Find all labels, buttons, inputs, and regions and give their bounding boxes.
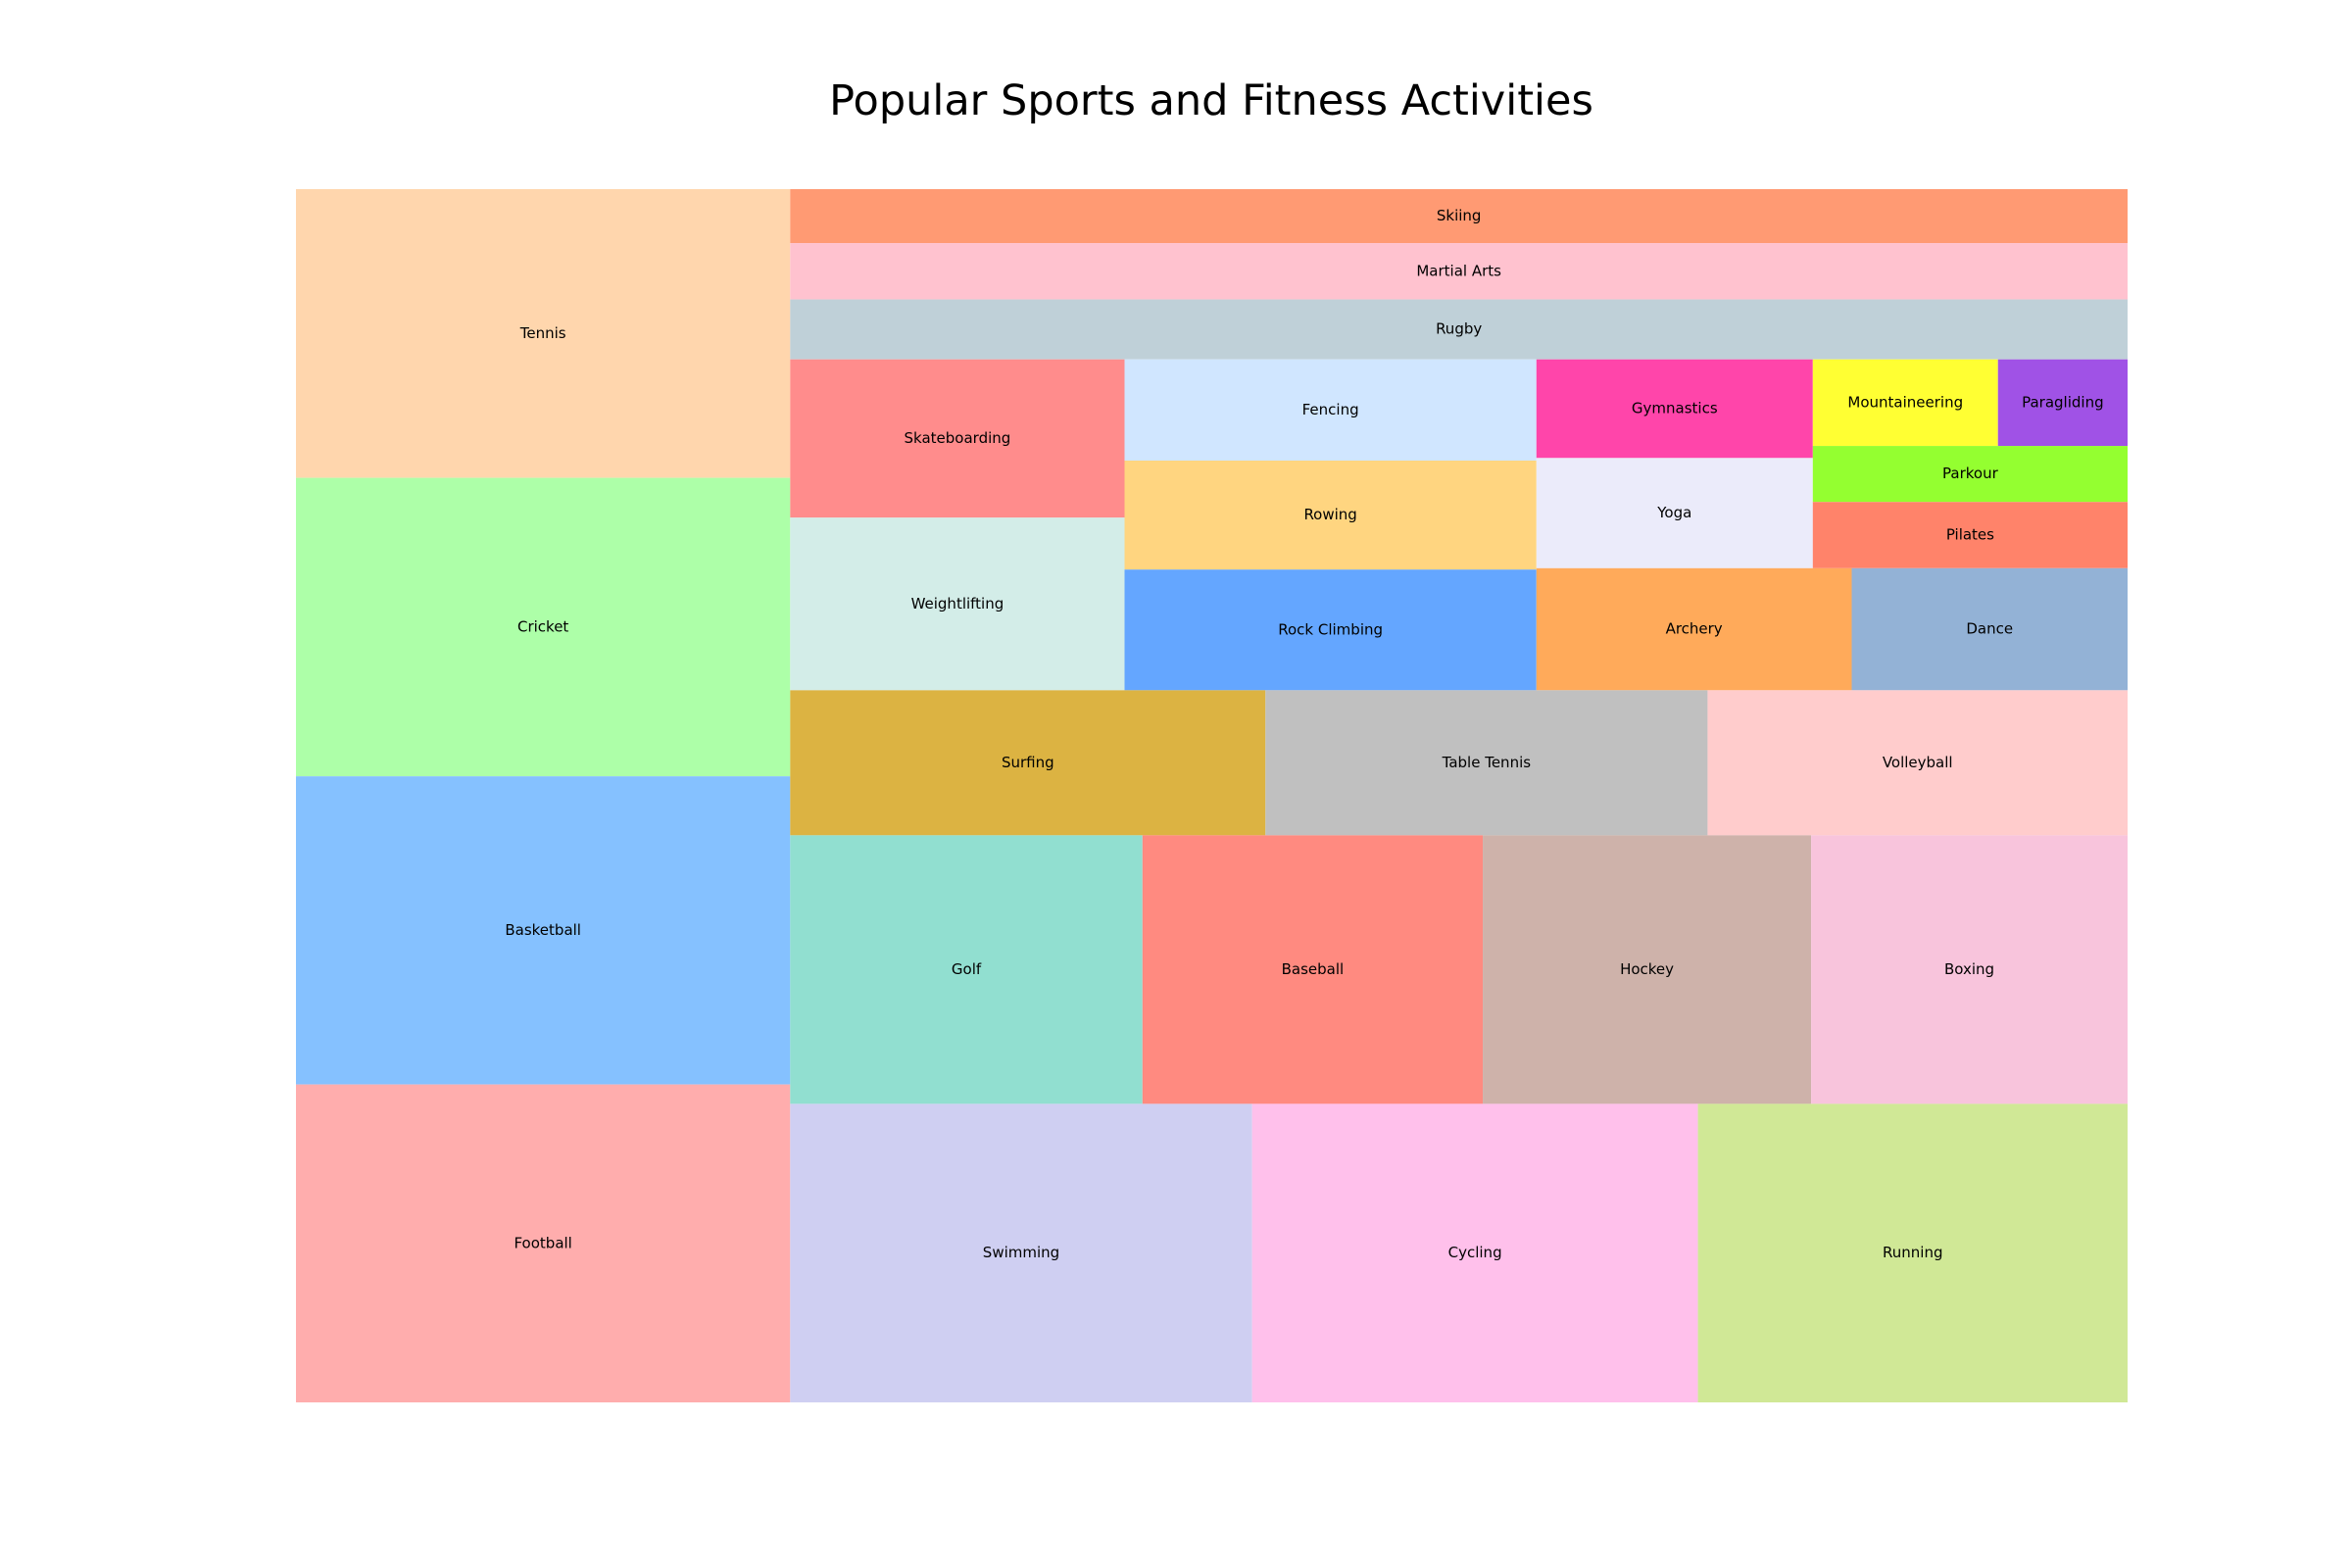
tile-rect (1812, 502, 2128, 568)
tile-volleyball: Volleyball (1707, 690, 2128, 836)
tile-archery: Archery (1536, 567, 1852, 691)
tile-label: Parkour (1942, 465, 1999, 482)
tile-parkour: Parkour (1812, 446, 2128, 503)
tile-rect (296, 776, 791, 1085)
tile-hockey: Hockey (1483, 835, 1812, 1104)
tile-label: Rock Climbing (1278, 620, 1383, 638)
tile-label: Hockey (1620, 960, 1674, 978)
tile-label: Paragliding (2022, 393, 2104, 411)
tile-fencing: Fencing (1124, 359, 1537, 461)
tile-skiing: Skiing (790, 189, 2128, 244)
tile-rect (1536, 458, 1813, 568)
tile-rect (1124, 460, 1537, 570)
tile-label: Volleyball (1883, 754, 1953, 771)
tile-rect (1851, 567, 2128, 691)
tile-football: Football (296, 1084, 791, 1402)
tile-label: Dance (1966, 620, 2013, 638)
tile-rect (790, 835, 1143, 1104)
tile-baseball: Baseball (1142, 835, 1484, 1104)
tile-rock-climbing: Rock Climbing (1124, 569, 1537, 691)
chart-title: Popular Sports and Fitness Activities (829, 76, 1593, 125)
tile-label: Surfing (1002, 754, 1054, 771)
tile-swimming: Swimming (790, 1103, 1252, 1402)
tile-label: Skiing (1437, 207, 1482, 224)
tile-cycling: Cycling (1251, 1103, 1698, 1402)
tile-boxing: Boxing (1811, 835, 2128, 1104)
tile-paragliding: Paragliding (1997, 359, 2128, 447)
tile-rect (1124, 569, 1537, 691)
tile-label: Running (1883, 1244, 1942, 1261)
tile-label: Archery (1666, 620, 1723, 638)
tile-rect (1812, 446, 2128, 503)
tile-rect (296, 189, 791, 478)
tile-rect (790, 189, 2128, 244)
tile-weightlifting: Weightlifting (790, 517, 1125, 691)
tile-rect (1483, 835, 1812, 1104)
tile-dance: Dance (1851, 567, 2128, 691)
tile-rect (790, 690, 1266, 836)
tile-label: Skateboarding (905, 429, 1011, 447)
tile-rect (1536, 567, 1852, 691)
tile-rect (790, 299, 2128, 360)
tile-label: Swimming (983, 1244, 1059, 1261)
tile-rect (1697, 1103, 2128, 1402)
tile-rect (790, 517, 1125, 691)
tile-mountaineering: Mountaineering (1812, 359, 1998, 447)
tile-rect (1707, 690, 2128, 836)
tile-rect (296, 477, 791, 777)
tile-label: Martial Arts (1416, 262, 1501, 279)
tile-label: Gymnastics (1632, 400, 1718, 417)
tile-rect (1265, 690, 1708, 836)
tile-label: Mountaineering (1847, 393, 1963, 411)
tile-label: Cycling (1448, 1244, 1502, 1261)
tile-label: Basketball (505, 921, 581, 939)
tile-gymnastics: Gymnastics (1536, 359, 1813, 459)
tile-rect (790, 1103, 1252, 1402)
tile-rect (1997, 359, 2128, 447)
tile-rect (1536, 359, 1813, 459)
tile-skateboarding: Skateboarding (790, 359, 1125, 518)
tile-label: Rugby (1436, 320, 1482, 338)
tile-running: Running (1697, 1103, 2128, 1402)
tile-basketball: Basketball (296, 776, 791, 1085)
tile-tennis: Tennis (296, 189, 791, 478)
tile-label: Yoga (1656, 504, 1691, 521)
tile-golf: Golf (790, 835, 1143, 1104)
tile-surfing: Surfing (790, 690, 1266, 836)
tile-label: Golf (952, 960, 982, 978)
tile-rowing: Rowing (1124, 460, 1537, 570)
tile-label: Tennis (519, 324, 566, 342)
tile-pilates: Pilates (1812, 502, 2128, 568)
tile-rugby: Rugby (790, 299, 2128, 360)
tile-label: Pilates (1946, 526, 1994, 544)
tile-rect (1811, 835, 2128, 1104)
tile-table-tennis: Table Tennis (1265, 690, 1708, 836)
tile-label: Cricket (517, 617, 568, 635)
tile-label: Football (514, 1234, 571, 1251)
tile-rect (1142, 835, 1484, 1104)
tile-rect (1812, 359, 1998, 447)
tile-label: Boxing (1944, 960, 1994, 978)
tile-label: Table Tennis (1442, 754, 1532, 771)
tile-rect (296, 1084, 791, 1402)
tile-label: Fencing (1302, 401, 1359, 418)
tile-yoga: Yoga (1536, 458, 1813, 568)
tile-cricket: Cricket (296, 477, 791, 777)
tile-rect (1124, 359, 1537, 461)
tile-martial-arts: Martial Arts (790, 243, 2128, 300)
tile-label: Rowing (1303, 506, 1356, 523)
tile-label: Weightlifting (911, 595, 1004, 612)
tile-rect (790, 359, 1125, 518)
tile-rect (790, 243, 2128, 300)
tile-label: Baseball (1282, 960, 1345, 978)
tile-rect (1251, 1103, 1698, 1402)
